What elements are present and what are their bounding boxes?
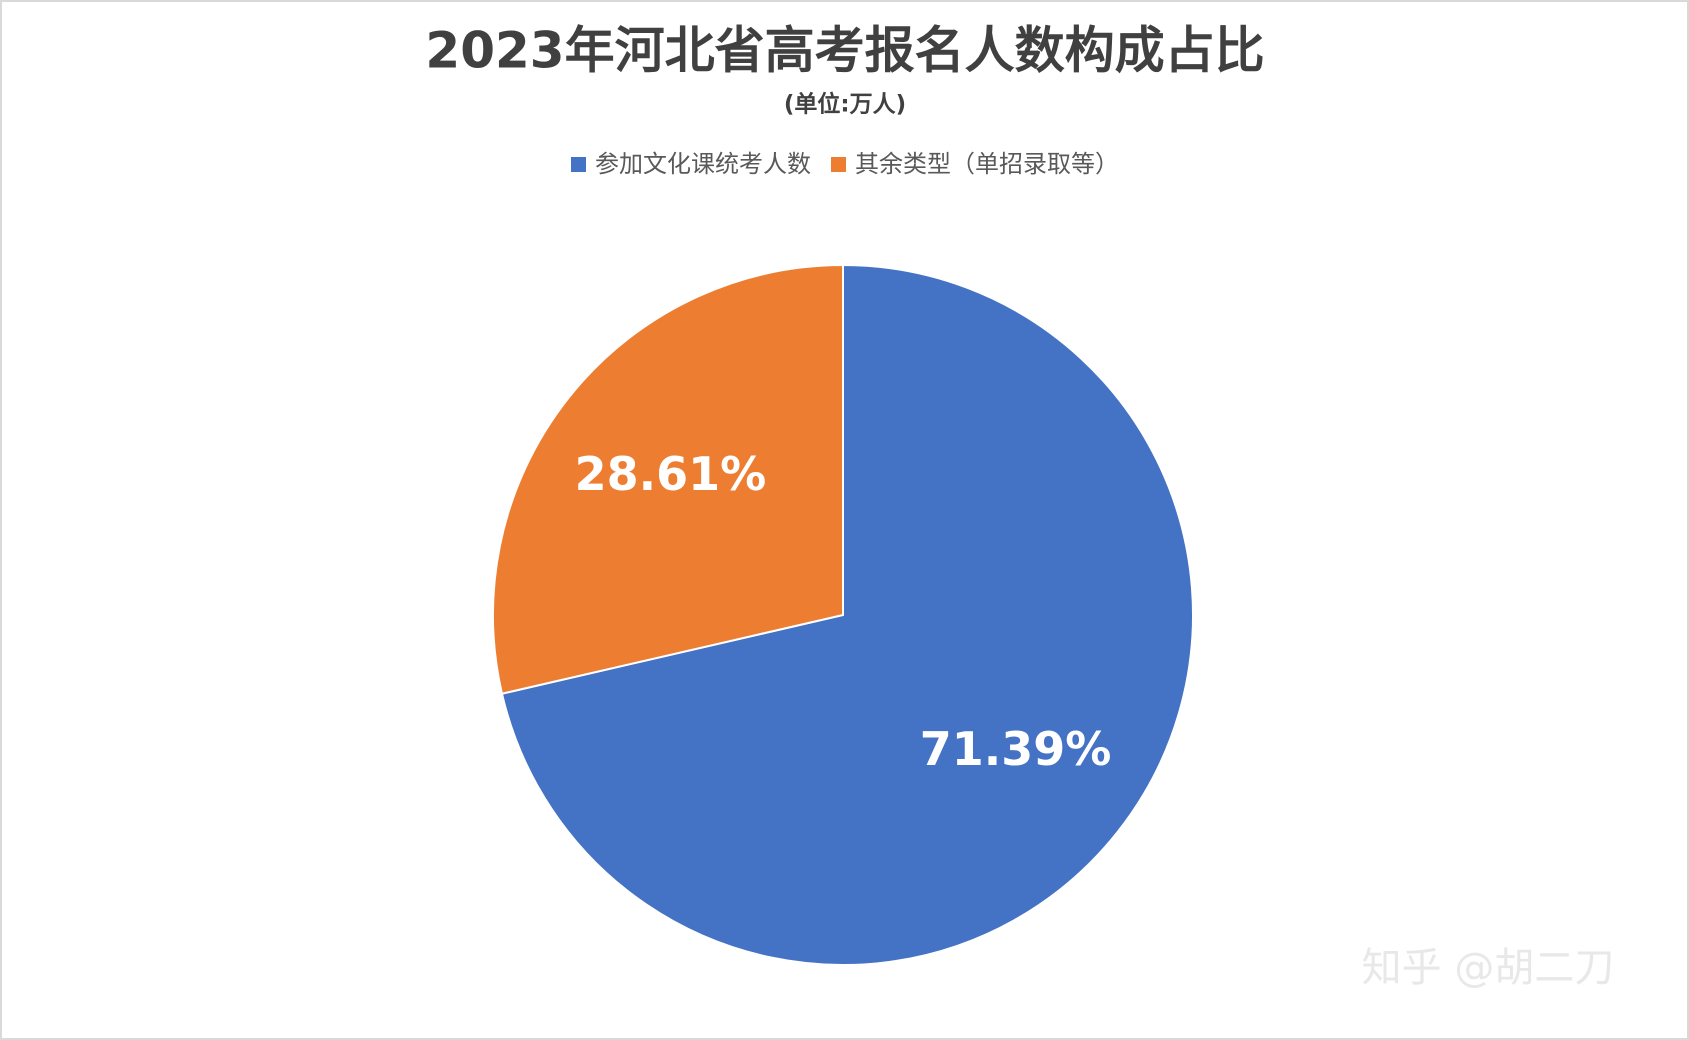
pie-slice [500, 263, 1194, 966]
legend-swatch [571, 157, 586, 172]
data-label: 71.39% [920, 722, 1112, 776]
watermark: 知乎 @胡二刀 [1362, 945, 1615, 991]
legend-swatch [831, 157, 846, 172]
chart-subtitle: (单位:万人) [784, 91, 906, 118]
data-label: 28.61% [575, 447, 767, 501]
legend-label: 参加文化课统考人数 [595, 150, 811, 178]
chart-title: 2023年河北省高考报名人数构成占比 [425, 22, 1264, 80]
legend-label: 其余类型（单招录取等） [855, 150, 1119, 178]
pie-slice [492, 263, 844, 695]
